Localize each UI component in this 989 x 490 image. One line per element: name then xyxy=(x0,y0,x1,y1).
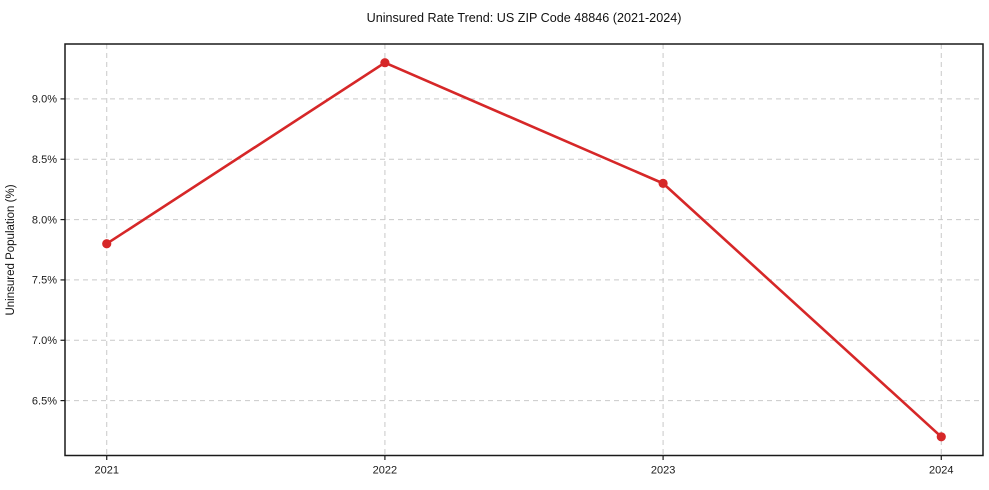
data-point-2022 xyxy=(380,58,390,68)
tick-layer: 2021 2022 2023 2024 6.5% 7.0% 7.5% 8.0% 8.5% 9.0% xyxy=(32,94,954,477)
y-tick-label: 8.0% xyxy=(32,214,57,226)
chart-title: Uninsured Rate Trend: US ZIP Code 48846 … xyxy=(367,11,682,25)
x-tick-label: 2023 xyxy=(651,465,675,477)
data-point-2021 xyxy=(102,239,112,249)
y-axis-label: Uninsured Population (%) xyxy=(5,184,17,315)
y-tick-label: 7.5% xyxy=(32,275,57,287)
x-tick-label: 2022 xyxy=(373,465,397,477)
x-tick-label: 2024 xyxy=(929,465,953,477)
data-layer xyxy=(102,58,946,442)
data-point-2024 xyxy=(936,432,946,442)
axes-layer xyxy=(64,43,984,457)
trend-line xyxy=(105,61,943,439)
y-tick-label: 9.0% xyxy=(32,94,57,106)
data-point-2023 xyxy=(658,178,668,188)
y-tick-label: 7.0% xyxy=(32,335,57,347)
y-tick-label: 8.5% xyxy=(32,154,57,166)
plot-border xyxy=(64,43,984,457)
x-tick-label: 2021 xyxy=(94,465,118,477)
y-tick-label: 6.5% xyxy=(32,395,57,407)
grid-layer xyxy=(65,44,983,456)
